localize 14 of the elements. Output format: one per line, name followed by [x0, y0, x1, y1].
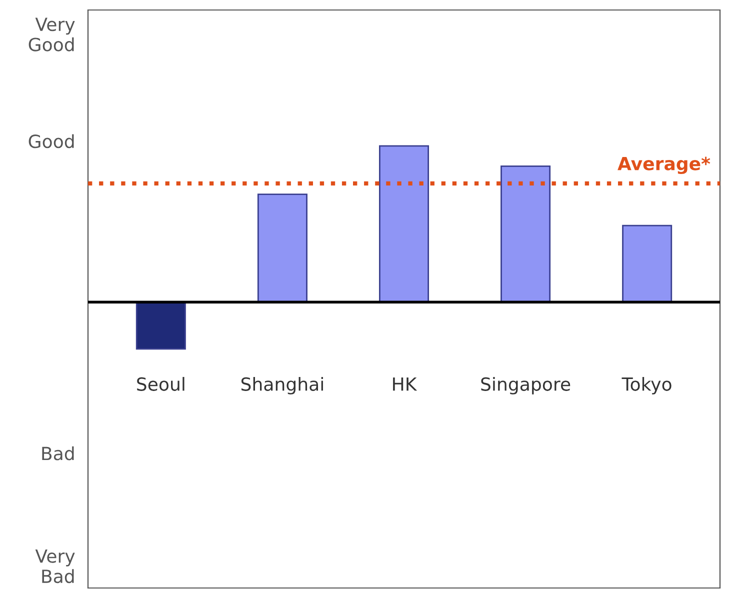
text: Good — [28, 134, 74, 148]
x-tick-label: Shanghai — [241, 376, 323, 394]
text: Very Bad — [35, 549, 75, 584]
text: Very Good — [28, 18, 75, 52]
x-tick-label: Singapore — [481, 376, 570, 394]
bar — [622, 224, 672, 303]
x-tick-label: HK — [393, 378, 418, 391]
bar — [257, 194, 308, 303]
x-tick-label: Tokyo — [622, 376, 672, 394]
ref-line-label: Average* — [618, 156, 710, 174]
bar — [378, 145, 430, 303]
x-tick-label: Seoul — [137, 376, 184, 391]
text: Bad — [42, 446, 74, 460]
bar — [500, 166, 551, 303]
